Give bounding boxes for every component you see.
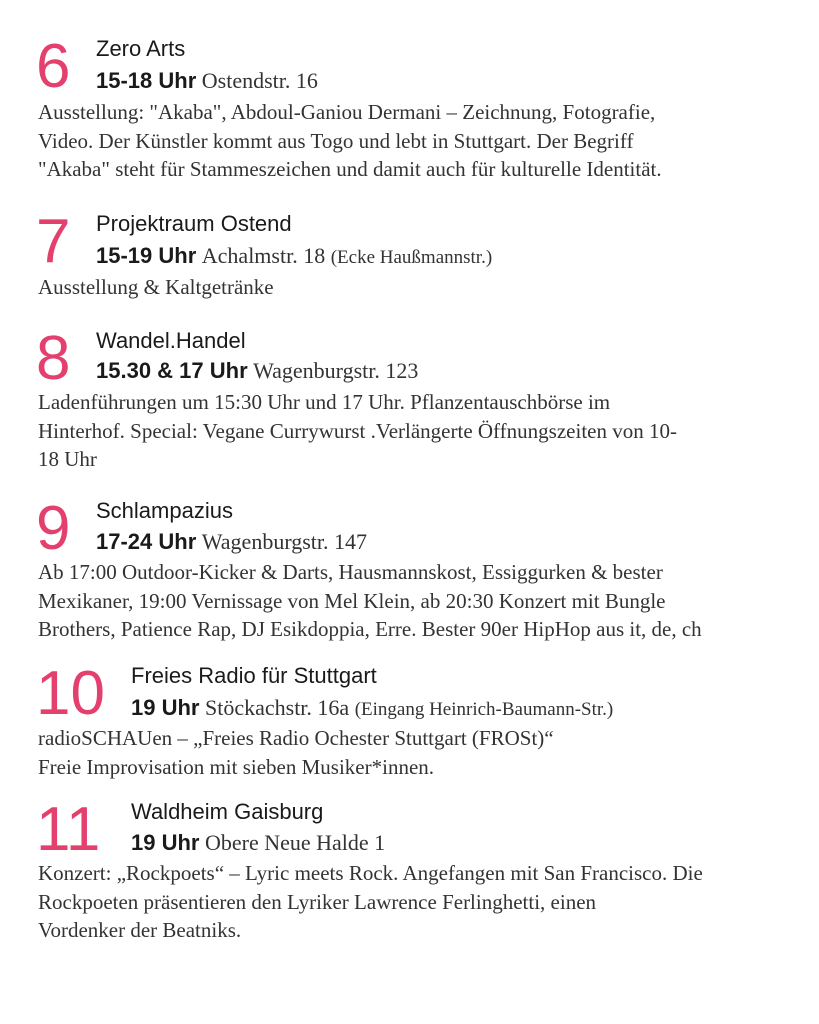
event-time-address: 15.30 & 17 Uhr Wagenburgstr. 123 xyxy=(96,358,418,384)
event-address: Obere Neue Halde 1 xyxy=(204,830,386,855)
event-title: Zero Arts xyxy=(96,36,186,61)
event-time-address: 15-18 Uhr Ostendstr. 16 xyxy=(96,68,318,94)
event-description: Ausstellung: "Akaba", Abdoul-Ganiou Derm… xyxy=(38,100,662,181)
event-time: 19 Uhr xyxy=(131,695,200,720)
event-description: Ausstellung & Kaltgetränke xyxy=(38,275,274,299)
event-number: 7 xyxy=(36,207,71,276)
event-time-address: 17-24 Uhr Wagenburgstr. 147 xyxy=(96,529,367,555)
event-number: 6 xyxy=(36,32,71,101)
event-title: Wandel.Handel xyxy=(96,328,246,353)
event-time: 15-19 Uhr xyxy=(96,243,197,268)
event-description: radioSCHAUen – „Freies Radio Ochester St… xyxy=(38,726,554,779)
event-address-note: (Ecke Haußmannstr.) xyxy=(330,247,493,268)
event-number: 9 xyxy=(36,494,71,563)
event-number: 11 xyxy=(36,795,101,864)
event-time: 15.30 & 17 Uhr xyxy=(96,358,248,383)
event-time: 15-18 Uhr xyxy=(96,68,197,93)
event-title: Projektraum Ostend xyxy=(96,211,292,236)
event-address: Wagenburgstr. 147 xyxy=(201,529,368,554)
event-title: Freies Radio für Stuttgart xyxy=(131,663,377,688)
event-description: Ladenführungen um 15:30 Uhr und 17 Uhr. … xyxy=(38,390,677,471)
event-address: Stöckachstr. 16a xyxy=(204,695,350,720)
event-time: 19 Uhr xyxy=(131,830,200,855)
event-title: Schlampazius xyxy=(96,498,233,523)
event-description: Konzert: „Rockpoets“ – Lyric meets Rock.… xyxy=(38,861,703,942)
event-description: Ab 17:00 Outdoor-Kicker & Darts, Hausman… xyxy=(38,560,702,641)
event-time-address: 15-19 Uhr Achalmstr. 18 (Ecke Haußmannst… xyxy=(96,243,492,271)
event-address-note: (Eingang Heinrich-Baumann-Str.) xyxy=(354,699,614,720)
event-time-address: 19 Uhr Obere Neue Halde 1 xyxy=(131,830,385,856)
event-time-address: 19 Uhr Stöckachstr. 16a (Eingang Heinric… xyxy=(131,695,613,723)
event-time: 17-24 Uhr xyxy=(96,529,197,554)
event-number: 8 xyxy=(36,324,71,393)
event-address: Wagenburgstr. 123 xyxy=(253,358,419,383)
event-address: Ostendstr. 16 xyxy=(201,68,318,93)
event-title: Waldheim Gaisburg xyxy=(131,799,324,824)
event-address: Achalmstr. 18 xyxy=(201,243,326,268)
event-number: 10 xyxy=(36,659,105,728)
